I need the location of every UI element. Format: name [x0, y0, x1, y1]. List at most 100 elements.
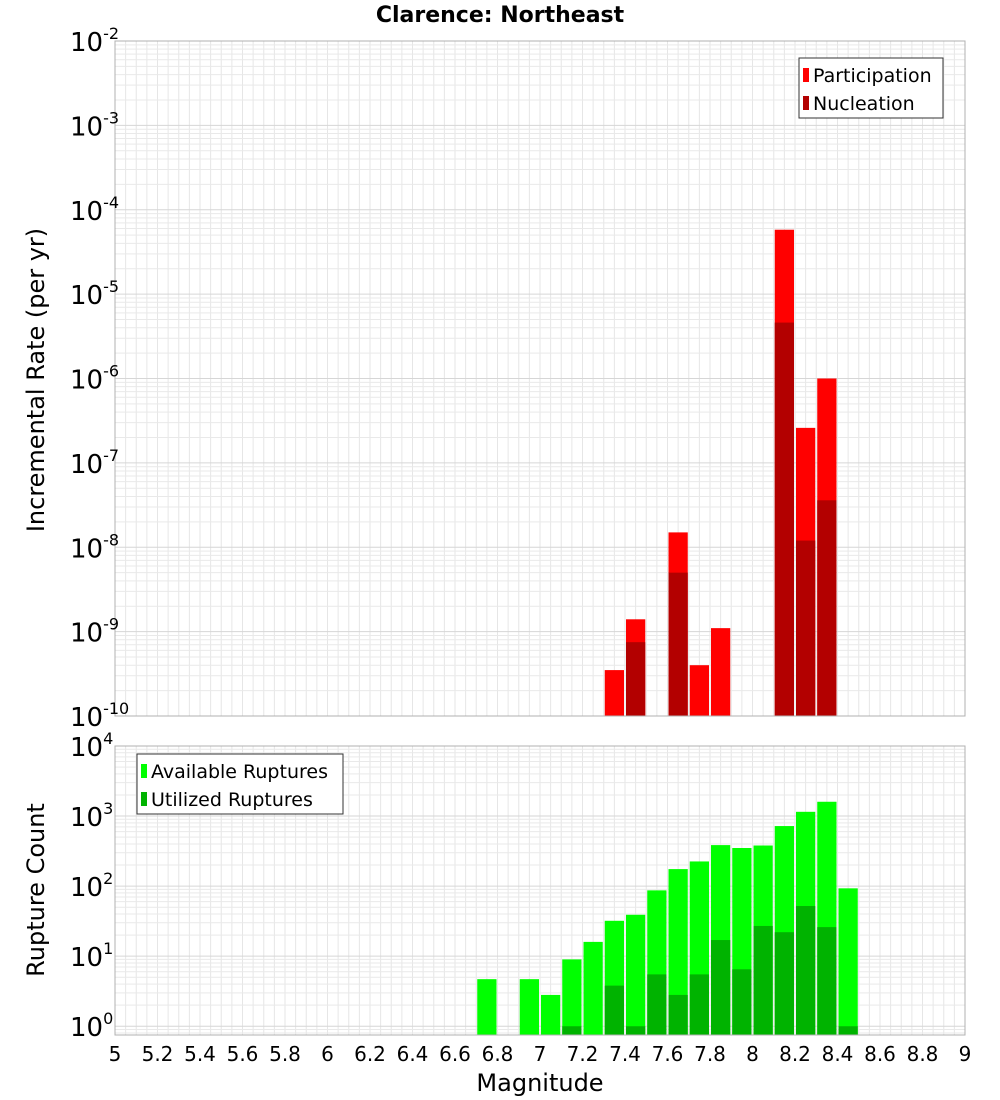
y-tick-exponent: -2: [103, 24, 119, 43]
y-tick-label: 10-4: [70, 193, 119, 227]
bar: [753, 925, 773, 1035]
y-tick-label: 10-6: [70, 362, 119, 396]
y-tick-base: 10: [70, 619, 103, 649]
legend-swatch: [803, 96, 809, 110]
bar: [562, 959, 582, 1035]
bar: [604, 985, 624, 1035]
bar: [604, 670, 624, 716]
y-tick-label: 10-8: [70, 530, 119, 564]
x-tick-label: 5.6: [227, 1042, 259, 1066]
legend: Available Ruptures Utilized Ruptures: [136, 753, 344, 815]
y-tick-label: 10-3: [70, 108, 119, 142]
y-tick-label: 103: [70, 799, 113, 833]
bar: [583, 941, 603, 1035]
bar: [711, 628, 731, 716]
legend-entry: Utilized Ruptures: [151, 789, 313, 811]
legend-swatch: [141, 764, 147, 778]
y-tick-base: 10: [70, 873, 103, 903]
y-tick-label: 10-7: [70, 446, 119, 480]
y-tick-exponent: -8: [103, 530, 119, 549]
series-2: [562, 906, 858, 1035]
y-tick-label: 100: [70, 1009, 113, 1043]
y-tick-label: 10-2: [70, 24, 119, 58]
y-tick-base: 10: [70, 112, 103, 142]
legend-box: [798, 57, 944, 119]
x-tick-label: 7.4: [609, 1042, 641, 1066]
bar: [668, 994, 688, 1035]
y-tick-exponent: -7: [103, 446, 119, 465]
bar: [562, 1026, 582, 1035]
y-tick-base: 10: [70, 1013, 103, 1043]
series-2: [626, 322, 837, 716]
bar: [796, 540, 816, 716]
legend-box: [136, 753, 344, 815]
x-tick-label: 7: [534, 1042, 547, 1066]
y-tick-exponent: 4: [103, 729, 113, 748]
y-tick-exponent: -9: [103, 615, 119, 634]
x-tick-labels: 5 5.2 5.4 5.6 5.8 6 6.2 6.4 6.6 6.8 7 7.2 7.4 7.6 7.8 8…: [109, 1042, 972, 1066]
x-tick-label: 8.4: [822, 1042, 854, 1066]
y-tick-exponent: -4: [103, 193, 119, 212]
x-tick-label: 6.4: [397, 1042, 429, 1066]
y-tick-label: 101: [70, 939, 113, 973]
y-tick-label: 104: [70, 729, 113, 763]
y-tick-exponent: 3: [103, 799, 113, 818]
x-tick-label: 8.2: [779, 1042, 811, 1066]
y-axis-label: Rupture Count: [22, 803, 50, 977]
y-tick-exponent: 1: [103, 939, 113, 958]
x-tick-label: 9: [959, 1042, 972, 1066]
bar: [668, 869, 688, 1035]
x-tick-label: 5: [109, 1042, 122, 1066]
y-tick-base: 10: [70, 197, 103, 227]
x-tick-label: 6.6: [439, 1042, 471, 1066]
y-tick-exponent: -5: [103, 277, 119, 296]
x-tick-label: 6.8: [482, 1042, 514, 1066]
bar: [689, 974, 709, 1035]
x-tick-label: 7.2: [567, 1042, 599, 1066]
legend: Participation Nucleation: [798, 57, 944, 119]
y-tick-exponent: 0: [103, 1009, 113, 1028]
y-tick-base: 10: [70, 450, 103, 480]
y-tick-exponent: -3: [103, 108, 119, 127]
y-tick-base: 10: [70, 703, 103, 733]
bar: [838, 1026, 858, 1035]
x-axis-label: Magnitude: [476, 1069, 603, 1097]
rate-chart: 10-1010-910-810-710-610-510-410-310-2Inc…: [22, 24, 966, 733]
x-tick-label: 8.8: [907, 1042, 939, 1066]
y-tick-base: 10: [70, 943, 103, 973]
bar: [626, 914, 646, 1035]
x-tick-label: 8: [746, 1042, 759, 1066]
y-tick-label: 10-5: [70, 277, 119, 311]
y-tick-exponent: -10: [103, 699, 129, 718]
chart-title: Clarence: Northeast: [376, 3, 625, 28]
bar: [626, 642, 646, 716]
legend-swatch: [803, 68, 809, 82]
y-tick-exponent: 2: [103, 869, 113, 888]
y-tick-base: 10: [70, 281, 103, 311]
bar: [689, 665, 709, 716]
legend-entry: Participation: [813, 65, 932, 87]
x-tick-label: 7.8: [694, 1042, 726, 1066]
bar: [817, 927, 837, 1035]
y-tick-base: 10: [70, 733, 103, 763]
y-tick-base: 10: [70, 28, 103, 58]
y-tick-base: 10: [70, 366, 103, 396]
y-tick-base: 10: [70, 803, 103, 833]
x-tick-label: 5.4: [184, 1042, 216, 1066]
y-tick-label: 10-10: [70, 699, 129, 733]
plot-border: [114, 745, 966, 1036]
y-tick-exponent: -6: [103, 362, 119, 381]
bar: [519, 979, 539, 1035]
y-tick-label: 102: [70, 869, 113, 903]
legend-entry: Available Ruptures: [151, 761, 328, 783]
bar: [541, 994, 561, 1035]
bar: [774, 932, 794, 1035]
x-tick-label: 5.8: [269, 1042, 301, 1066]
x-tick-label: 6: [321, 1042, 334, 1066]
x-tick-label: 8.6: [864, 1042, 896, 1066]
bar: [817, 500, 837, 716]
